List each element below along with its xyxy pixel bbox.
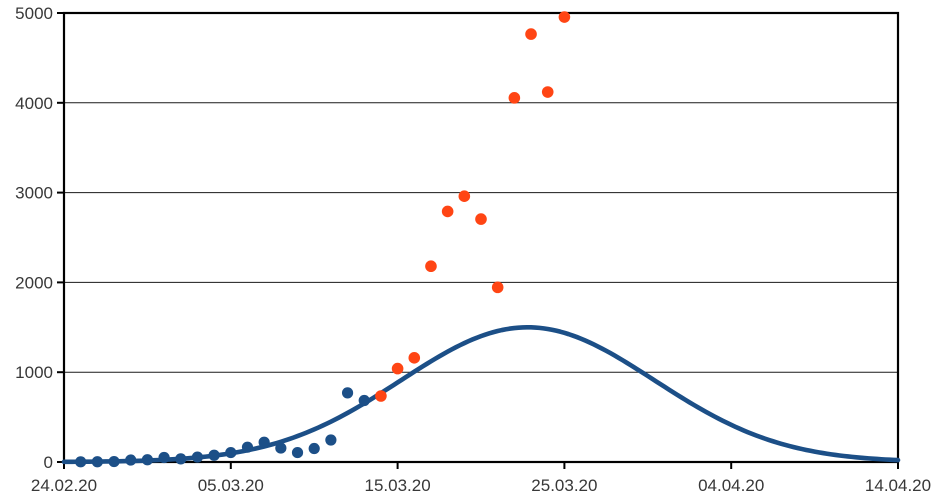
y-axis-label-3000: 3000 (15, 184, 53, 203)
observed-daily-values-recent-point-25.03.20 (558, 11, 571, 23)
observed-daily-values-early-point-25.02.20 (75, 456, 87, 468)
observed-daily-values-early-point-09.03.20 (291, 446, 304, 459)
y-axis-label-1000: 1000 (15, 363, 53, 382)
observed-daily-values-early-point-01.03.20 (158, 451, 170, 464)
observed-daily-values-early-point-27.02.20 (108, 455, 120, 468)
observed-daily-values-early-point-08.03.20 (275, 442, 287, 454)
x-axis-label-05.03.20: 05.03.20 (198, 476, 264, 495)
y-axis-label-4000: 4000 (15, 94, 53, 113)
observed-daily-values-early-point-28.02.20 (125, 454, 137, 466)
x-axis-label-25.03.20: 25.03.20 (531, 476, 597, 495)
observed-daily-values-recent-point-20.03.20 (475, 213, 487, 225)
observed-daily-values-recent-point-23.03.20 (525, 28, 537, 40)
plot-border (62, 11, 900, 464)
observed-daily-values-recent-point-21.03.20 (491, 281, 504, 294)
observed-daily-values-recent-point-18.03.20 (441, 205, 454, 218)
x-axis-label-24.02.20: 24.02.20 (31, 476, 97, 495)
observed-daily-values-early-point-03.03.20 (191, 451, 204, 463)
observed-daily-values-recent-point-17.03.20 (425, 260, 437, 273)
observed-daily-values-early-point-11.03.20 (325, 434, 337, 446)
observed-daily-values-early-point-02.03.20 (175, 453, 187, 465)
y-axis-label-5000: 5000 (15, 4, 53, 23)
observed-daily-values-early-point-06.03.20 (241, 441, 254, 453)
observed-daily-values-early-point-05.03.20 (225, 446, 237, 459)
observed-daily-values-early-point-29.02.20 (141, 454, 153, 466)
observed-daily-values-recent-point-24.03.20 (541, 86, 554, 98)
observed-daily-values-early-point-04.03.20 (208, 449, 220, 461)
observed-daily-values-recent-point-19.03.20 (458, 190, 471, 202)
observed-daily-values-early-point-13.03.20 (358, 394, 370, 407)
observed-daily-values-recent-point-15.03.20 (391, 362, 404, 375)
observed-daily-values-early-point-10.03.20 (308, 442, 320, 455)
x-axis-label-15.03.20: 15.03.20 (365, 476, 431, 495)
observed-daily-values-recent-point-16.03.20 (408, 352, 421, 364)
y-axis-label-0: 0 (44, 453, 53, 472)
observed-daily-values-early-point-12.03.20 (341, 387, 354, 399)
observed-daily-values-early-point-26.02.20 (91, 456, 103, 468)
x-axis-label-14.04.20: 14.04.20 (865, 476, 931, 495)
observed-daily-values-recent-point-14.03.20 (375, 390, 387, 402)
observed-daily-values-recent-point-22.03.20 (508, 92, 521, 104)
y-axis-label-2000: 2000 (15, 273, 53, 292)
x-axis-label-04.04.20: 04.04.20 (698, 476, 764, 495)
observed-daily-values-early-point-07.03.20 (258, 436, 270, 448)
